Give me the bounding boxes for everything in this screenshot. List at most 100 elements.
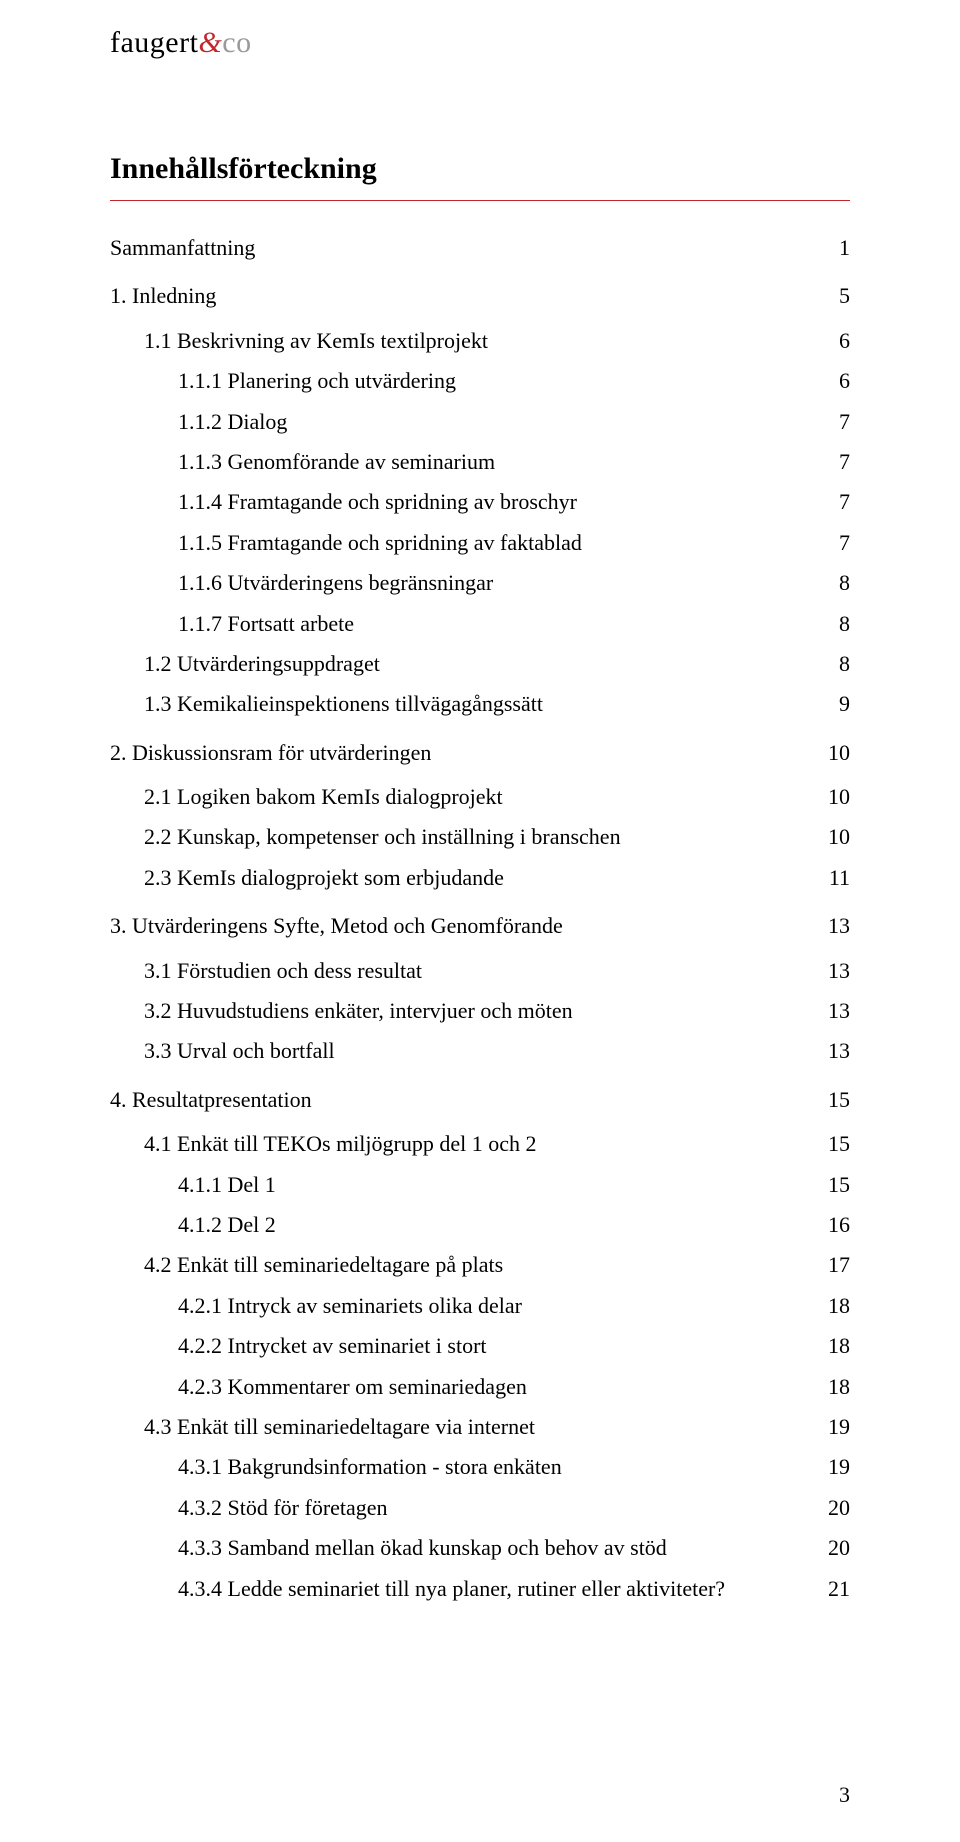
toc-entry-page: 13 xyxy=(810,998,850,1024)
toc-entry[interactable]: 1.1.2 Dialog7 xyxy=(110,409,850,435)
toc-entry-label: 4.1.1 Del 1 xyxy=(110,1172,810,1198)
toc-entry-label: 1.1.7 Fortsatt arbete xyxy=(110,611,810,637)
title-divider xyxy=(110,200,850,201)
toc-entry-label: 3.1 Förstudien och dess resultat xyxy=(110,958,810,984)
toc-entry-page: 7 xyxy=(810,449,850,475)
toc-entry-page: 5 xyxy=(810,283,850,309)
toc-entry-page: 18 xyxy=(810,1293,850,1319)
toc-entry[interactable]: 4.3.3 Samband mellan ökad kunskap och be… xyxy=(110,1535,850,1561)
toc-entry-label: 4.2.2 Intrycket av seminariet i stort xyxy=(110,1333,810,1359)
document-page: faugert&co Innehållsförteckning Sammanfa… xyxy=(0,0,960,1842)
toc-entry[interactable]: 4.3.2 Stöd för företagen20 xyxy=(110,1495,850,1521)
toc-entry-page: 20 xyxy=(810,1535,850,1561)
toc-entry-page: 11 xyxy=(810,865,850,891)
toc-entry[interactable]: 4. Resultatpresentation15 xyxy=(110,1087,850,1113)
toc-entry-page: 6 xyxy=(810,328,850,354)
page-title: Innehållsförteckning xyxy=(110,152,850,186)
toc-entry-label: 2.3 KemIs dialogprojekt som erbjudande xyxy=(110,865,810,891)
toc-entry-label: 2.2 Kunskap, kompetenser och inställning… xyxy=(110,824,810,850)
toc-entry[interactable]: 3.1 Förstudien och dess resultat13 xyxy=(110,958,850,984)
toc-entry-page: 19 xyxy=(810,1454,850,1480)
toc-entry-label: 1.1.4 Framtagande och spridning av brosc… xyxy=(110,489,810,515)
toc-entry[interactable]: 4.2 Enkät till seminariedeltagare på pla… xyxy=(110,1252,850,1278)
toc-entry[interactable]: 1.1.7 Fortsatt arbete8 xyxy=(110,611,850,637)
toc-entry-label: 1.1.1 Planering och utvärdering xyxy=(110,368,810,394)
toc-entry[interactable]: 1.3 Kemikalieinspektionens tillvägagångs… xyxy=(110,691,850,717)
toc-entry[interactable]: 4.3.4 Ledde seminariet till nya planer, … xyxy=(110,1576,850,1602)
toc-entry-page: 10 xyxy=(810,824,850,850)
toc-entry[interactable]: 2. Diskussionsram för utvärderingen10 xyxy=(110,740,850,766)
logo-part1: faugert xyxy=(110,26,198,59)
toc-entry-label: 1.1.2 Dialog xyxy=(110,409,810,435)
toc-entry[interactable]: 4.2.1 Intryck av seminariets olika delar… xyxy=(110,1293,850,1319)
toc-entry[interactable]: 4.2.2 Intrycket av seminariet i stort18 xyxy=(110,1333,850,1359)
toc-entry[interactable]: 1. Inledning5 xyxy=(110,283,850,309)
toc-entry-label: 1.2 Utvärderingsuppdraget xyxy=(110,651,810,677)
toc-entry-page: 8 xyxy=(810,611,850,637)
toc-entry[interactable]: 1.1.5 Framtagande och spridning av fakta… xyxy=(110,530,850,556)
toc-entry-label: 4.3.2 Stöd för företagen xyxy=(110,1495,810,1521)
toc-entry-page: 19 xyxy=(810,1414,850,1440)
toc-entry[interactable]: 2.2 Kunskap, kompetenser och inställning… xyxy=(110,824,850,850)
toc-entry-page: 15 xyxy=(810,1131,850,1157)
toc-entry-page: 7 xyxy=(810,409,850,435)
brand-logo: faugert&co xyxy=(110,26,850,60)
toc-entry[interactable]: 4.1 Enkät till TEKOs miljögrupp del 1 oc… xyxy=(110,1131,850,1157)
toc-entry[interactable]: 2.3 KemIs dialogprojekt som erbjudande11 xyxy=(110,865,850,891)
toc-entry[interactable]: 4.1.2 Del 216 xyxy=(110,1212,850,1238)
toc-entry-page: 13 xyxy=(810,958,850,984)
toc-entry-label: 4.1.2 Del 2 xyxy=(110,1212,810,1238)
page-number: 3 xyxy=(839,1782,850,1808)
toc-entry-label: 4.3.1 Bakgrundsinformation - stora enkät… xyxy=(110,1454,810,1480)
toc-entry-label: 4.2.1 Intryck av seminariets olika delar xyxy=(110,1293,810,1319)
toc-entry-label: 4.3.4 Ledde seminariet till nya planer, … xyxy=(110,1576,810,1602)
toc-entry[interactable]: 2.1 Logiken bakom KemIs dialogprojekt10 xyxy=(110,784,850,810)
toc-entry-page: 15 xyxy=(810,1172,850,1198)
toc-entry-label: 2. Diskussionsram för utvärderingen xyxy=(110,740,810,766)
toc-entry[interactable]: 3. Utvärderingens Syfte, Metod och Genom… xyxy=(110,913,850,939)
toc-entry[interactable]: 4.3.1 Bakgrundsinformation - stora enkät… xyxy=(110,1454,850,1480)
toc-entry[interactable]: 3.3 Urval och bortfall13 xyxy=(110,1038,850,1064)
toc-entry[interactable]: 1.1.4 Framtagande och spridning av brosc… xyxy=(110,489,850,515)
toc-entry-page: 1 xyxy=(810,235,850,261)
toc-entry-page: 16 xyxy=(810,1212,850,1238)
toc-entry-label: 4.3.3 Samband mellan ökad kunskap och be… xyxy=(110,1535,810,1561)
toc-entry-label: 4.3 Enkät till seminariedeltagare via in… xyxy=(110,1414,810,1440)
toc-entry-label: 1.1 Beskrivning av KemIs textilprojekt xyxy=(110,328,810,354)
toc-entry[interactable]: 3.2 Huvudstudiens enkäter, intervjuer oc… xyxy=(110,998,850,1024)
toc-entry-page: 20 xyxy=(810,1495,850,1521)
logo-part2: co xyxy=(222,26,251,59)
toc-entry-label: Sammanfattning xyxy=(110,235,810,261)
toc-entry[interactable]: 4.3 Enkät till seminariedeltagare via in… xyxy=(110,1414,850,1440)
toc-entry-label: 3.2 Huvudstudiens enkäter, intervjuer oc… xyxy=(110,998,810,1024)
logo-ampersand: & xyxy=(198,26,222,59)
toc-entry-page: 10 xyxy=(810,784,850,810)
toc-entry-label: 3.3 Urval och bortfall xyxy=(110,1038,810,1064)
toc-entry-label: 1.1.6 Utvärderingens begränsningar xyxy=(110,570,810,596)
toc-entry[interactable]: 1.2 Utvärderingsuppdraget8 xyxy=(110,651,850,677)
toc-entry-page: 6 xyxy=(810,368,850,394)
toc-entry[interactable]: 4.1.1 Del 115 xyxy=(110,1172,850,1198)
toc-entry[interactable]: 1.1.6 Utvärderingens begränsningar8 xyxy=(110,570,850,596)
toc-entry[interactable]: 1.1 Beskrivning av KemIs textilprojekt6 xyxy=(110,328,850,354)
toc-entry-page: 18 xyxy=(810,1374,850,1400)
toc-entry-label: 4.2 Enkät till seminariedeltagare på pla… xyxy=(110,1252,810,1278)
toc-entry[interactable]: 4.2.3 Kommentarer om seminariedagen18 xyxy=(110,1374,850,1400)
toc-entry[interactable]: Sammanfattning1 xyxy=(110,235,850,261)
toc-entry-page: 8 xyxy=(810,651,850,677)
toc-entry-page: 18 xyxy=(810,1333,850,1359)
toc-entry-label: 3. Utvärderingens Syfte, Metod och Genom… xyxy=(110,913,810,939)
table-of-contents: Sammanfattning1 1. Inledning5 1.1 Beskrivn… xyxy=(110,235,850,1602)
toc-entry-label: 1.1.3 Genomförande av seminarium xyxy=(110,449,810,475)
toc-entry-page: 13 xyxy=(810,913,850,939)
toc-entry-label: 4.2.3 Kommentarer om seminariedagen xyxy=(110,1374,810,1400)
toc-entry-page: 7 xyxy=(810,489,850,515)
toc-entry[interactable]: 1.1.1 Planering och utvärdering6 xyxy=(110,368,850,394)
toc-entry-label: 4.1 Enkät till TEKOs miljögrupp del 1 oc… xyxy=(110,1131,810,1157)
toc-entry-page: 15 xyxy=(810,1087,850,1113)
toc-entry-page: 8 xyxy=(810,570,850,596)
toc-entry-page: 17 xyxy=(810,1252,850,1278)
toc-entry[interactable]: 1.1.3 Genomförande av seminarium7 xyxy=(110,449,850,475)
toc-entry-page: 21 xyxy=(810,1576,850,1602)
toc-entry-page: 10 xyxy=(810,740,850,766)
